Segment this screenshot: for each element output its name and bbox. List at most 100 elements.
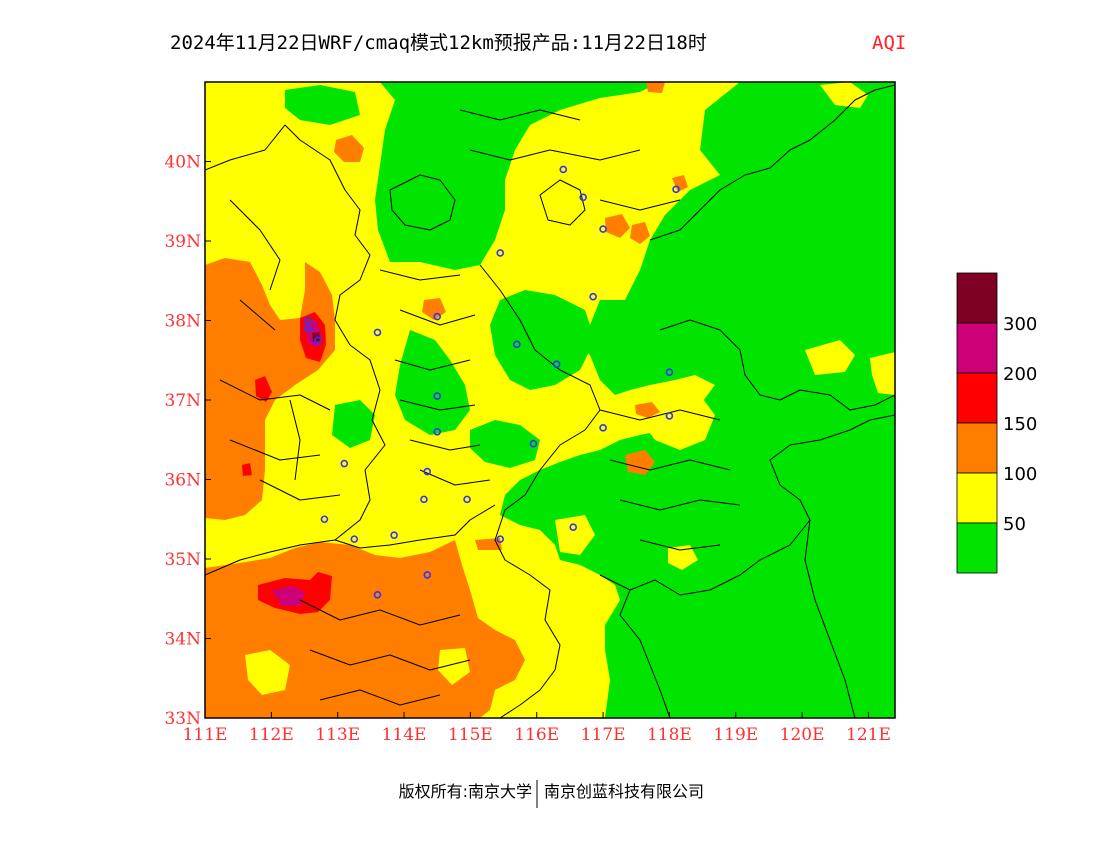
aqi-moderate-in-usg: [225, 525, 470, 695]
y-tick-label: 33N: [164, 709, 201, 729]
x-tick-label: 114E: [382, 725, 427, 745]
green-region-henan-mid: [470, 420, 540, 468]
orange-blob-jinan: [625, 450, 655, 475]
boundary-shandong-jiangsu: [599, 519, 811, 596]
y-tick-label: 36N: [164, 471, 201, 491]
station-marker: [599, 225, 607, 233]
coastline-shandong-south: [769, 414, 895, 521]
station-markers: [304, 165, 680, 599]
yellow-island-small-3: [870, 352, 895, 395]
coastline-bohai: [649, 84, 895, 241]
x-tick-label: 111E: [183, 725, 228, 745]
station-marker: [423, 467, 432, 476]
station-marker: [304, 324, 312, 333]
yellow-island-shandong: [640, 385, 715, 450]
y-axis: 33N 34N 35N 36N 37N 38N 39N 40N: [164, 153, 211, 729]
purple-region-luoyang: [272, 586, 305, 606]
station-marker: [433, 392, 442, 400]
station-marker: [569, 523, 578, 532]
orange-blob-tangshan: [605, 214, 630, 238]
county-lines-henan: [299, 599, 471, 706]
legend-swatch: [956, 322, 998, 374]
orange-blob-small-1: [672, 175, 688, 192]
green-region-east: [500, 82, 895, 718]
admin-boundaries: [205, 84, 895, 718]
station-marker: [423, 571, 432, 579]
coastline-jiangsu: [804, 519, 856, 718]
legend-swatch: [956, 272, 998, 324]
yellow-island-henan-west: [245, 650, 290, 695]
x-tick-label: 119E: [713, 725, 758, 745]
x-tick-label: 115E: [448, 725, 493, 745]
orange-blob-small-3: [646, 82, 665, 93]
county-lines-north: [459, 109, 681, 211]
station-marker: [496, 249, 505, 257]
station-marker: [599, 424, 607, 432]
aqi-legend: 300 200 150 100 50: [956, 272, 1037, 574]
yellow-island-small-1: [555, 515, 595, 555]
aqi-map: [205, 82, 895, 718]
boundary-jiangsu-anhui: [619, 589, 671, 718]
x-tick-label: 120E: [780, 725, 825, 745]
station-marker: [589, 292, 597, 301]
station-marker: [513, 340, 521, 349]
y-tick-label: 39N: [164, 232, 201, 252]
yellow-island-small-2: [668, 545, 698, 570]
orange-blob-beijing-north: [334, 135, 364, 162]
x-tick-label: 121E: [846, 725, 891, 745]
station-marker: [559, 165, 568, 174]
aqi-moderate-islands: [555, 82, 895, 570]
green-region-northwest: [285, 85, 360, 125]
green-region-north: [375, 82, 660, 270]
boundary-henan-anhui: [499, 669, 556, 718]
boundary-shanxi-hebei: [299, 139, 386, 541]
boundary-shanxi-henan: [205, 504, 496, 576]
station-marker: [463, 495, 471, 504]
legend-swatch: [956, 372, 998, 424]
station-marker: [665, 368, 674, 376]
station-marker: [340, 459, 349, 468]
title-product-text: AQI: [872, 32, 906, 54]
copyright-footer: 版权所有:南京大学 南京创蓝科技有限公司: [399, 780, 704, 808]
station-marker: [350, 535, 359, 543]
legend-label: 150: [1003, 414, 1037, 435]
boundary-beijing: [389, 174, 456, 231]
legend-label: 50: [1003, 514, 1026, 535]
footer-right-text: 南京创蓝科技有限公司: [544, 782, 704, 801]
station-marker: [390, 531, 398, 539]
legend-swatch: [956, 522, 998, 574]
station-marker: [433, 312, 442, 321]
y-tick-label: 40N: [164, 153, 201, 173]
x-tick-label: 113E: [315, 725, 360, 745]
x-axis: 111E 112E 113E 114E 115E 116E 117E 118E 119E 120E…: [183, 712, 891, 745]
y-tick-label: 38N: [164, 312, 201, 332]
orange-blob-zibo: [635, 402, 660, 418]
orange-blob-small-4: [240, 312, 270, 335]
y-tick-label: 35N: [164, 550, 201, 570]
legend-label: 100: [1003, 464, 1037, 485]
station-marker: [552, 360, 561, 369]
legend-label: 200: [1003, 364, 1037, 385]
x-tick-label: 116E: [514, 725, 559, 745]
y-tick-label: 37N: [164, 391, 201, 411]
x-tick-label: 118E: [647, 725, 692, 745]
boundary-hebei-shandong: [479, 264, 601, 471]
station-marker: [529, 439, 538, 448]
county-lines-hebei: [379, 269, 491, 486]
x-tick-label: 112E: [249, 725, 294, 745]
station-marker: [313, 336, 322, 345]
station-marker: [579, 193, 587, 202]
county-lines-shandong: [599, 409, 741, 551]
county-lines-shanxi: [219, 199, 341, 501]
yellow-island-henan-east: [225, 525, 255, 552]
yellow-island-northeast: [820, 82, 868, 108]
station-marker: [420, 495, 428, 504]
legend-swatch: [956, 422, 998, 474]
figure-title: 2024年11月22日WRF/cmaq模式12km预报产品:11月22日18时 …: [170, 32, 906, 54]
y-tick-label: 34N: [164, 630, 201, 650]
station-marker: [672, 185, 680, 194]
station-marker: [320, 515, 329, 524]
station-marker: [304, 316, 312, 325]
station-marker: [665, 412, 674, 420]
footer-left-text: 版权所有:南京大学: [399, 782, 532, 801]
